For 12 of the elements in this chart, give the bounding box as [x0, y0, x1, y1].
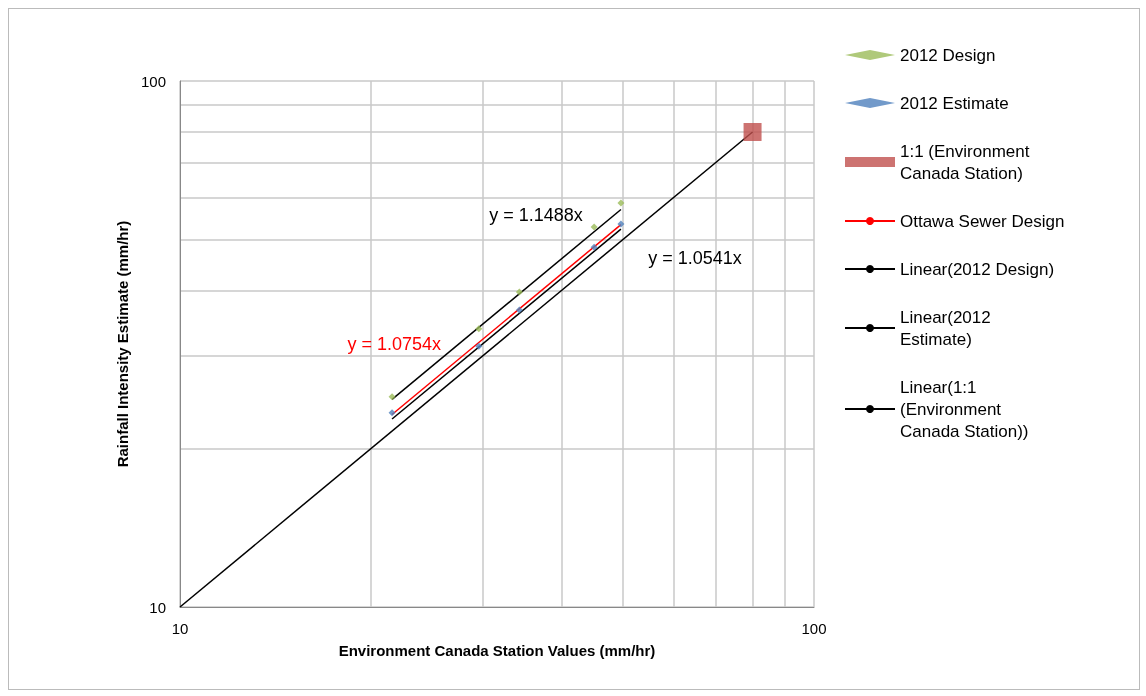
x-axis-title: Environment Canada Station Values (mm/hr): [338, 642, 656, 659]
annotation: y = 1.1488x: [489, 205, 583, 226]
annotation: y = 1.0754x: [347, 334, 442, 355]
legend-label: Ottawa Sewer Design: [900, 211, 1065, 231]
y-axis-title: Rainfall Intensity Estimate (mm/hr): [114, 220, 132, 468]
legend-label: Linear(2012 Estimate): [900, 307, 996, 349]
legend-label: 1:1 (Environment Canada Station): [900, 141, 1035, 183]
legend-label: Linear(1:1 (Environment Canada Station)): [900, 377, 1029, 441]
annotation: y = 1.0541x: [648, 248, 742, 269]
legend-label: Linear(2012 Design): [900, 259, 1055, 279]
legend-label: 2012 Design: [900, 45, 996, 65]
legend-label: 2012 Estimate: [900, 93, 1009, 113]
